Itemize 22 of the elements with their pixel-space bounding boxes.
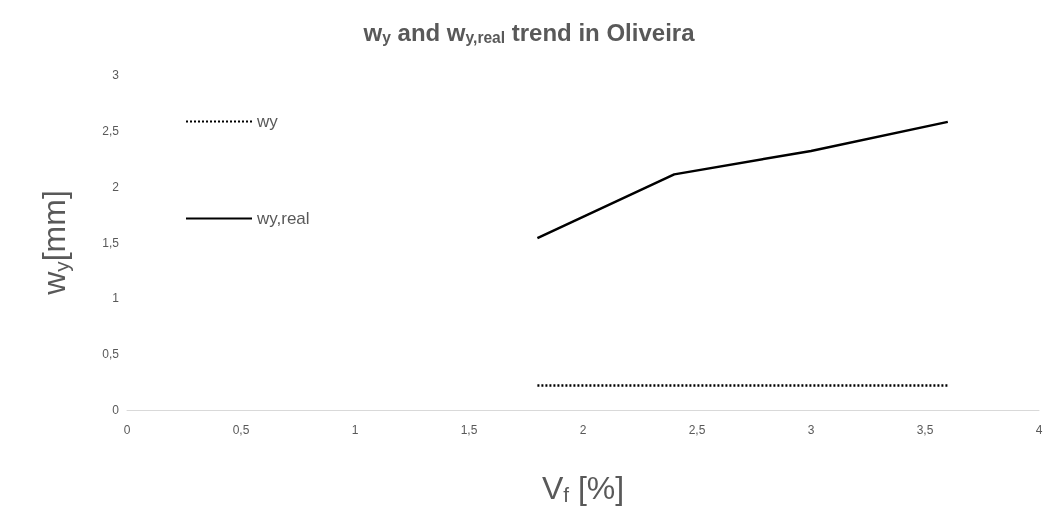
x-tick-label: 0,5 <box>232 423 250 437</box>
y-tick-label: 0,5 <box>102 347 120 362</box>
y-tick-label: 1,5 <box>102 235 120 250</box>
x-axis-title: Vf [%] <box>541 469 625 507</box>
x-tick-label: 4 <box>1035 423 1043 437</box>
x-tick-label: 0 <box>123 423 131 437</box>
x-tick-label: 3 <box>807 423 815 437</box>
y-tick-label: 0 <box>112 403 120 417</box>
x-tick-label: 2,5 <box>688 423 706 437</box>
x-tick-label: 2 <box>579 423 587 437</box>
y-tick-label: 1 <box>112 291 120 306</box>
y-tick-label: 2 <box>112 179 120 194</box>
legend-label: wy <box>256 112 279 131</box>
y-axis-title: wy[mm] <box>36 190 73 296</box>
x-tick-label: 1 <box>351 423 359 437</box>
legend-label: wy,real <box>256 209 310 228</box>
chart-title: wy and wy,real trend in Oliveira <box>362 18 696 47</box>
y-tick-label: 2,5 <box>102 123 120 138</box>
x-tick-label: 1,5 <box>460 423 478 437</box>
x-tick-label: 3,5 <box>916 423 934 437</box>
y-tick-label: 3 <box>112 68 120 82</box>
line-series <box>536 120 950 240</box>
